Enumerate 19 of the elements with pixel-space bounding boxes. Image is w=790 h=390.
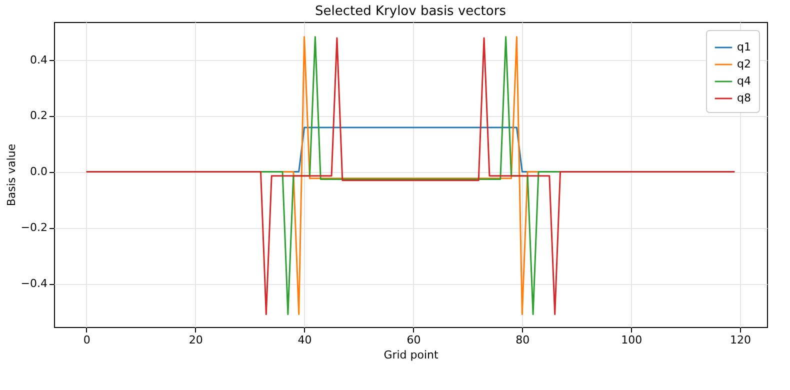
y-tick-label: 0.2 bbox=[30, 109, 48, 122]
chart-title: Selected Krylov basis vectors bbox=[315, 4, 506, 19]
y-tick-label: −0.2 bbox=[20, 221, 48, 234]
legend-label: q8 bbox=[737, 92, 751, 104]
y-axis-title: Basis value bbox=[4, 144, 18, 206]
legend-label: q4 bbox=[737, 74, 751, 88]
y-tick-label: 0.4 bbox=[30, 53, 48, 66]
legend-label: q1 bbox=[737, 40, 751, 54]
x-tick-label: 40 bbox=[298, 334, 312, 346]
y-tick-label: 0.0 bbox=[30, 165, 48, 178]
x-tick-label: 80 bbox=[516, 334, 530, 346]
y-tick-label: −0.4 bbox=[20, 277, 48, 290]
x-axis-title: Grid point bbox=[384, 348, 439, 362]
x-tick-label: 120 bbox=[730, 334, 752, 346]
x-tick-label: 60 bbox=[406, 334, 421, 346]
x-tick-label: 20 bbox=[188, 334, 203, 346]
x-tick-label: 100 bbox=[621, 334, 642, 346]
x-tick-label: 0 bbox=[83, 334, 90, 346]
legend-label: q2 bbox=[737, 58, 751, 70]
